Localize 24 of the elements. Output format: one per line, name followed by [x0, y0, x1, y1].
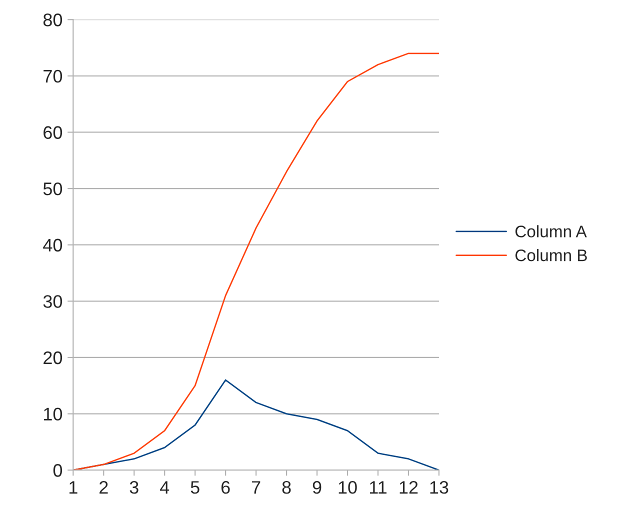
- y-tick-label: 80: [43, 14, 62, 26]
- x-tick-label: 4: [160, 481, 170, 494]
- x-tick-label: 7: [252, 481, 260, 494]
- x-tick-label: 5: [190, 481, 200, 494]
- y-tick-label: 0: [53, 464, 62, 477]
- y-tick-label: 70: [44, 70, 62, 83]
- x-tick-label: 9: [312, 481, 322, 494]
- x-tick-label: 11: [370, 481, 386, 494]
- x-tick-label: 1: [70, 481, 78, 494]
- x-tick-label: 3: [130, 481, 138, 494]
- y-tick-label: 60: [44, 126, 62, 139]
- x-tick-label: 2: [100, 481, 108, 494]
- y-tick-label: 50: [43, 182, 62, 196]
- x-tick-label: 8: [282, 481, 291, 494]
- x-tick-label: 13: [430, 481, 448, 494]
- y-tick-label: 40: [43, 238, 62, 252]
- x-tick-label: 12: [400, 481, 418, 494]
- y-tick-label: 30: [43, 295, 62, 308]
- legend-label: Column B: [515, 249, 587, 262]
- y-tick-label: 20: [44, 351, 62, 364]
- y-tick-label: 10: [44, 408, 62, 421]
- legend-label: Column A: [515, 225, 587, 238]
- x-tick-label: 6: [221, 481, 230, 494]
- x-tick-label: 10: [338, 481, 357, 494]
